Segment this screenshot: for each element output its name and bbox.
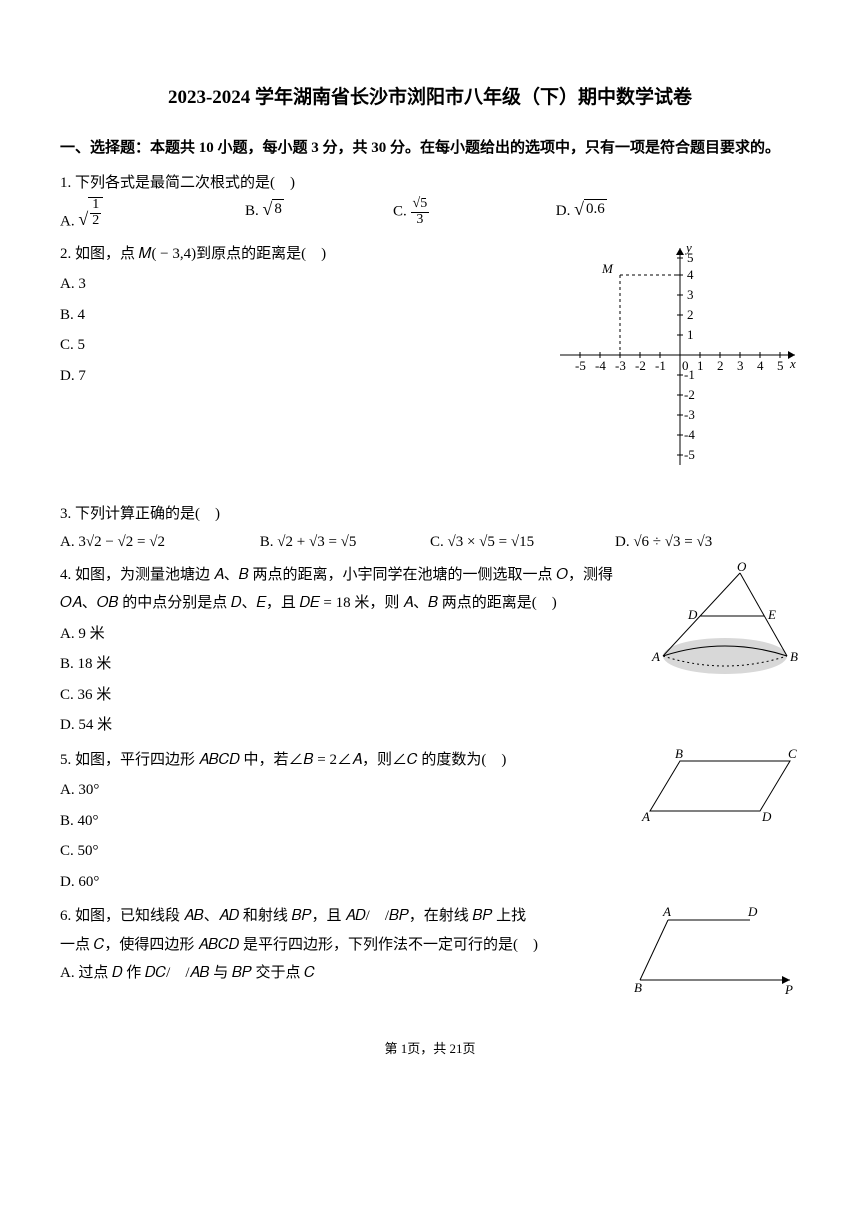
svg-text:-2: -2 xyxy=(684,387,695,402)
svg-text:3: 3 xyxy=(687,287,694,302)
q5-opt-d: D. 60° xyxy=(60,868,800,897)
question-2: -5 -4 -3 -2 -1 0 1 2 3 4 5 x 1 2 3 4 5 -… xyxy=(60,240,800,470)
q1-text: 1. 下列各式是最简二次根式的是( ) xyxy=(60,169,800,198)
q3-opt-c: C. √3 × √5 = √15 xyxy=(430,528,615,557)
svg-text:C: C xyxy=(788,746,797,761)
svg-text:M: M xyxy=(601,261,614,276)
svg-text:O: O xyxy=(737,561,747,574)
question-5: A B C D 5. 如图，平行四边形 𝐴𝐵𝐶𝐷 中，若∠𝐵 = 2∠𝐴，则∠𝐶… xyxy=(60,746,800,899)
svg-text:-3: -3 xyxy=(684,407,695,422)
svg-text:E: E xyxy=(767,607,776,622)
q5-opt-c: C. 50° xyxy=(60,837,800,866)
svg-text:y: y xyxy=(684,240,692,255)
q3-text: 3. 下列计算正确的是( ) xyxy=(60,500,800,529)
exam-title: 2023-2024 学年湖南省长沙市浏阳市八年级（下）期中数学试卷 xyxy=(60,80,800,116)
svg-text:D: D xyxy=(747,904,758,919)
svg-text:A: A xyxy=(641,809,650,824)
q1-opt-c: C. √53 xyxy=(393,197,556,236)
svg-text:-2: -2 xyxy=(635,358,646,373)
svg-text:D: D xyxy=(761,809,772,824)
question-6: A D B P 6. 如图，已知线段 𝐴𝐵、𝐴𝐷 和射线 𝐵𝑃，且 𝐴𝐷/ /𝐵… xyxy=(60,902,800,997)
svg-text:-5: -5 xyxy=(575,358,586,373)
svg-text:1: 1 xyxy=(697,358,704,373)
svg-text:B: B xyxy=(790,649,798,664)
q6-figure: A D B P xyxy=(630,902,800,997)
question-4: O D E A B 4. 如图，为测量池塘边 𝐴、𝐵 两点的距离，小宇同学在池塘… xyxy=(60,561,800,742)
svg-text:4: 4 xyxy=(687,267,694,282)
q1-opt-a: A. √12 xyxy=(60,197,245,236)
q3-opt-d: D. √6 ÷ √3 = √3 xyxy=(615,528,800,557)
svg-text:3: 3 xyxy=(737,358,744,373)
svg-text:-4: -4 xyxy=(595,358,606,373)
svg-text:5: 5 xyxy=(777,358,784,373)
q4-opt-d: D. 54 米 xyxy=(60,711,800,740)
q3-opt-b: B. √2 + √3 = √5 xyxy=(260,528,430,557)
svg-text:x: x xyxy=(789,356,796,371)
svg-text:-3: -3 xyxy=(615,358,626,373)
question-1: 1. 下列各式是最简二次根式的是( ) A. √12 B. √8 C. √53 … xyxy=(60,169,800,236)
svg-text:4: 4 xyxy=(757,358,764,373)
svg-text:B: B xyxy=(634,980,642,995)
svg-text:B: B xyxy=(675,746,683,761)
q1-opt-d: D. √0.6 xyxy=(556,197,741,236)
q1-opt-b: B. √8 xyxy=(245,197,393,236)
q4-opt-c: C. 36 米 xyxy=(60,681,800,710)
svg-text:2: 2 xyxy=(717,358,724,373)
svg-text:-4: -4 xyxy=(684,427,695,442)
svg-text:P: P xyxy=(784,982,793,997)
svg-text:-5: -5 xyxy=(684,447,695,462)
q5-figure: A B C D xyxy=(640,746,800,826)
page-footer: 第 1页，共 21页 xyxy=(60,1037,800,1062)
svg-text:A: A xyxy=(662,904,671,919)
q2-figure: -5 -4 -3 -2 -1 0 1 2 3 4 5 x 1 2 3 4 5 -… xyxy=(550,240,800,470)
question-3: 3. 下列计算正确的是( ) A. 3√2 − √2 = √2 B. √2 + … xyxy=(60,500,800,557)
svg-text:-1: -1 xyxy=(655,358,666,373)
q3-opt-a: A. 3√2 − √2 = √2 xyxy=(60,528,260,557)
svg-text:2: 2 xyxy=(687,307,694,322)
section-heading: 一、选择题：本题共 10 小题，每小题 3 分，共 30 分。在每小题给出的选项… xyxy=(60,134,800,163)
svg-text:-1: -1 xyxy=(684,367,695,382)
q4-figure: O D E A B xyxy=(650,561,800,681)
svg-text:D: D xyxy=(687,607,698,622)
svg-text:1: 1 xyxy=(687,327,694,342)
svg-text:A: A xyxy=(651,649,660,664)
